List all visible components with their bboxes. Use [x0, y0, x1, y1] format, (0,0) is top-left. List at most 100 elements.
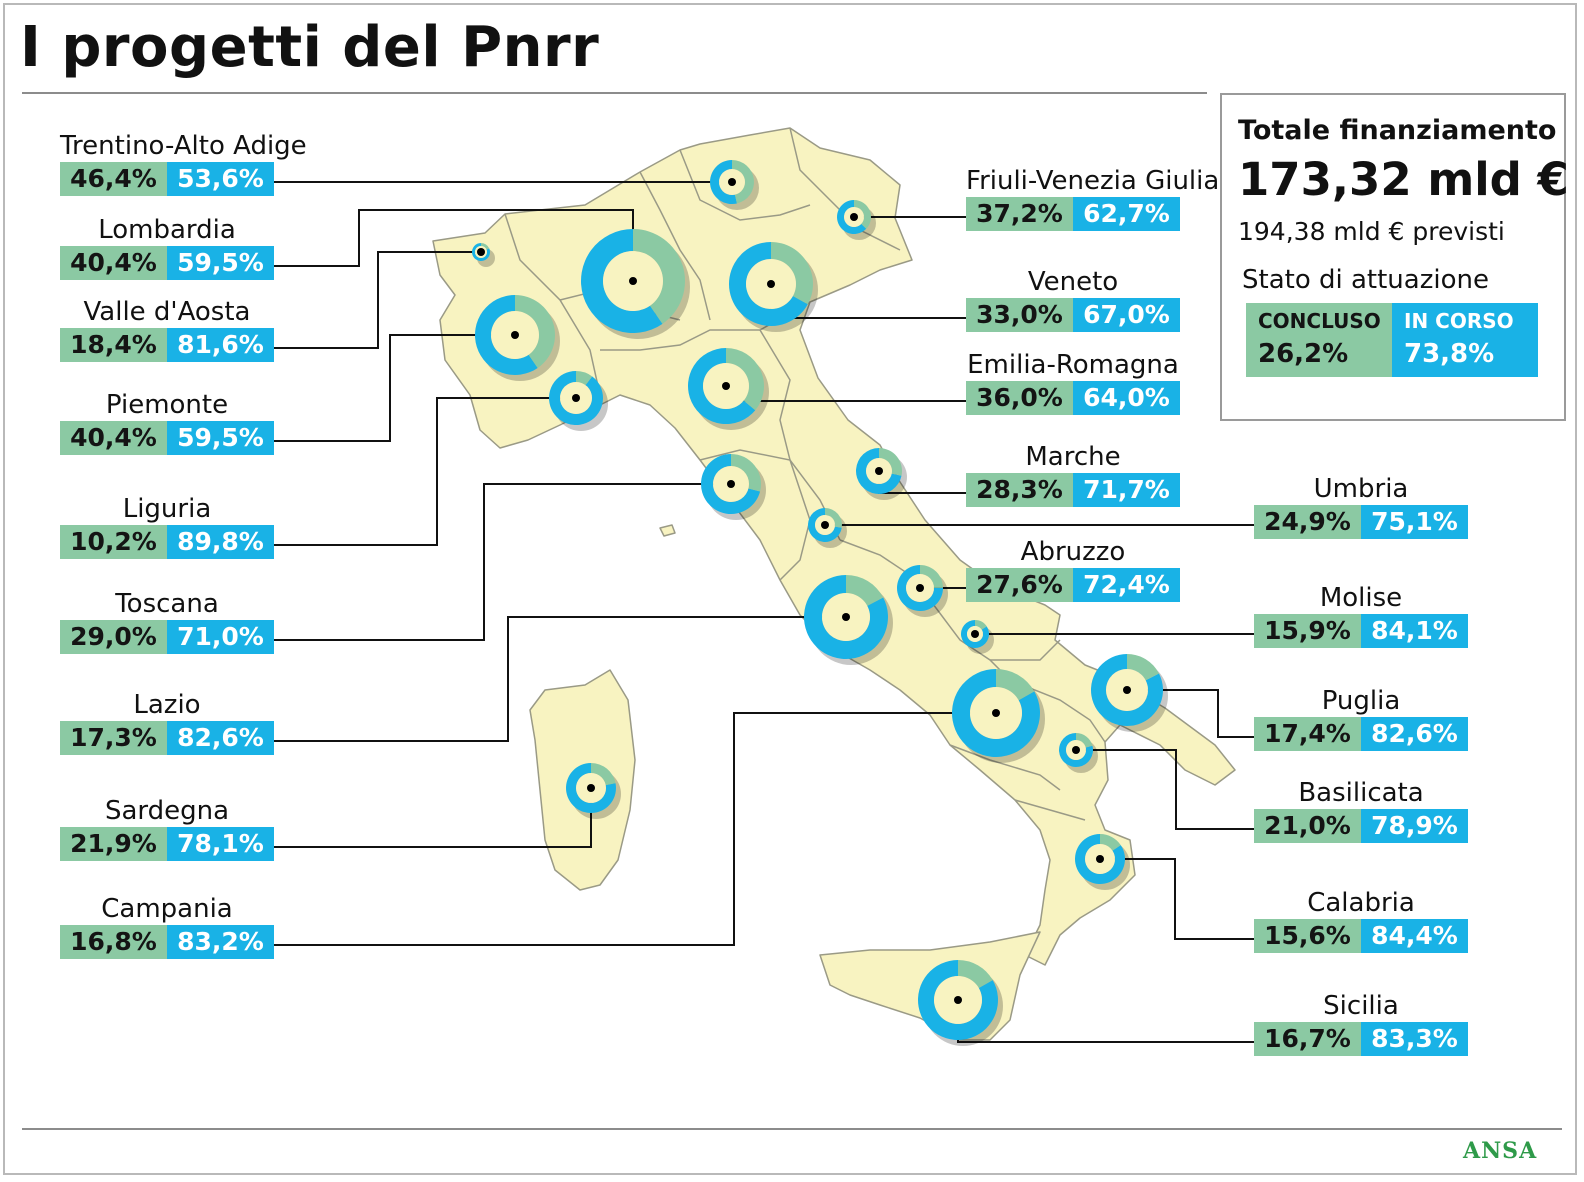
region-bars: 29,0% 71,0%	[60, 620, 274, 654]
donut-campania	[952, 669, 1045, 763]
concluso-value: 17,4%	[1254, 717, 1361, 751]
donut-basilicata	[1059, 733, 1098, 773]
donut-toscana	[701, 454, 766, 520]
concluso-value: 46,4%	[60, 162, 167, 196]
in-corso-value: 53,6%	[167, 162, 274, 196]
leader-valle-d-aosta	[272, 251, 481, 349]
donut-in-corso-arc	[709, 160, 737, 205]
status-in-corso-label: IN CORSO	[1404, 309, 1514, 333]
ansa-logo: ANSA	[1463, 1138, 1538, 1164]
leader-calabria	[1100, 858, 1254, 940]
donut-trentino-alto-adige	[709, 160, 759, 210]
concluso-value: 15,9%	[1254, 614, 1361, 648]
region-bars: 46,4% 53,6%	[60, 162, 274, 196]
divider-bottom	[22, 1128, 1562, 1130]
in-corso-value: 82,6%	[1361, 717, 1468, 751]
donut-concluso-arc	[481, 243, 490, 250]
region-bars: 18,4% 81,6%	[60, 328, 274, 362]
region-name: Campania	[101, 894, 233, 924]
in-corso-value: 89,8%	[167, 525, 274, 559]
concluso-value: 17,3%	[60, 721, 167, 755]
region-bars: 10,2% 89,8%	[60, 525, 274, 559]
region-name: Emilia-Romagna	[967, 350, 1179, 380]
donut-concluso-arc	[975, 620, 987, 630]
in-corso-value: 75,1%	[1361, 505, 1468, 539]
region-bars: 21,9% 78,1%	[60, 827, 274, 861]
region-name: Puglia	[1321, 686, 1401, 716]
concluso-value: 27,6%	[966, 568, 1073, 602]
region-label-veneto: Veneto 33,0% 67,0%	[966, 266, 1180, 332]
region-name: Friuli-Venezia Giulia	[966, 166, 1220, 196]
donut-concluso-arc	[846, 575, 884, 606]
leader-piemonte	[272, 334, 515, 442]
donut-in-corso-arc	[549, 371, 604, 425]
status-title: Stato di attuazione	[1242, 265, 1489, 295]
region-name: Veneto	[1027, 267, 1119, 297]
donut-sicilia	[918, 960, 1003, 1046]
donut-in-corso-arc	[688, 348, 756, 424]
region-name: Basilicata	[1298, 778, 1424, 808]
donut-in-corso-arc	[701, 454, 761, 514]
region-bars: 15,9% 84,1%	[1254, 614, 1468, 648]
donut-concluso-arc	[1127, 654, 1159, 681]
total-title: Totale finanziamento	[1238, 115, 1557, 146]
donut-center-dot	[850, 213, 858, 221]
region-name: Trentino-Alto Adige	[60, 131, 307, 161]
donut-center-dot	[767, 280, 775, 288]
leader-campania	[272, 712, 996, 946]
region-label-piemonte: Piemonte 40,4% 59,5%	[60, 389, 274, 455]
donut-center-dot	[587, 784, 595, 792]
donut-concluso-arc	[731, 454, 761, 492]
region-name: Lazio	[133, 690, 201, 720]
in-corso-value: 59,5%	[167, 421, 274, 455]
donut-emilia-romagna	[688, 348, 769, 430]
region-label-puglia: Puglia 17,4% 82,6%	[1254, 685, 1468, 751]
donut-concluso-arc	[633, 229, 685, 324]
divider-top	[22, 92, 1207, 94]
concluso-value: 40,4%	[60, 246, 167, 280]
donut-molise	[961, 620, 994, 654]
region-label-valle-d-aosta: Valle d'Aosta 18,4% 81,6%	[60, 296, 274, 362]
region-label-sicilia: Sicilia 16,7% 83,3%	[1254, 990, 1468, 1056]
donut-center-dot	[971, 630, 979, 638]
region-label-abruzzo: Abruzzo 27,6% 72,4%	[966, 536, 1180, 602]
donut-in-corso-arc	[856, 448, 902, 494]
donut-center-dot	[722, 382, 730, 390]
concluso-value: 29,0%	[60, 620, 167, 654]
donut-liguria	[549, 371, 608, 431]
donut-puglia	[1091, 654, 1168, 732]
region-bars: 24,9% 75,1%	[1254, 505, 1468, 539]
region-label-liguria: Liguria 10,2% 89,8%	[60, 493, 274, 559]
concluso-value: 16,8%	[60, 925, 167, 959]
in-corso-value: 67,0%	[1073, 298, 1180, 332]
region-bars: 40,4% 59,5%	[60, 421, 274, 455]
donut-valle-d-aosta	[472, 243, 495, 267]
donut-center-dot	[727, 480, 735, 488]
donut-in-corso-arc	[581, 229, 663, 334]
donut-center-dot	[572, 394, 580, 402]
concluso-value: 36,0%	[966, 381, 1073, 415]
donut-concluso-arc	[591, 763, 616, 786]
region-name: Toscana	[115, 589, 219, 619]
in-corso-value: 82,6%	[167, 721, 274, 755]
concluso-value: 10,2%	[60, 525, 167, 559]
donut-in-corso-arc	[897, 565, 943, 612]
donut-friuli-venezia-giulia	[836, 200, 876, 240]
status-concluso-value: 26,2%	[1258, 339, 1349, 369]
region-bars: 21,0% 78,9%	[1254, 809, 1468, 843]
in-corso-value: 59,5%	[167, 246, 274, 280]
region-label-emilia-romagna: Emilia-Romagna 36,0% 64,0%	[966, 349, 1180, 415]
donut-concluso-arc	[771, 242, 813, 305]
in-corso-value: 64,0%	[1073, 381, 1180, 415]
region-label-molise: Molise 15,9% 84,1%	[1254, 582, 1468, 648]
region-label-lombardia: Lombardia 40,4% 59,5%	[60, 214, 274, 280]
donut-concluso-arc	[825, 508, 842, 528]
in-corso-value: 84,1%	[1361, 614, 1468, 648]
donut-center-dot	[728, 178, 736, 186]
donut-center-dot	[842, 613, 850, 621]
region-bars: 40,4% 59,5%	[60, 246, 274, 280]
donut-in-corso-arc	[475, 295, 538, 375]
donut-concluso-arc	[726, 348, 764, 411]
concluso-value: 28,3%	[966, 473, 1073, 507]
